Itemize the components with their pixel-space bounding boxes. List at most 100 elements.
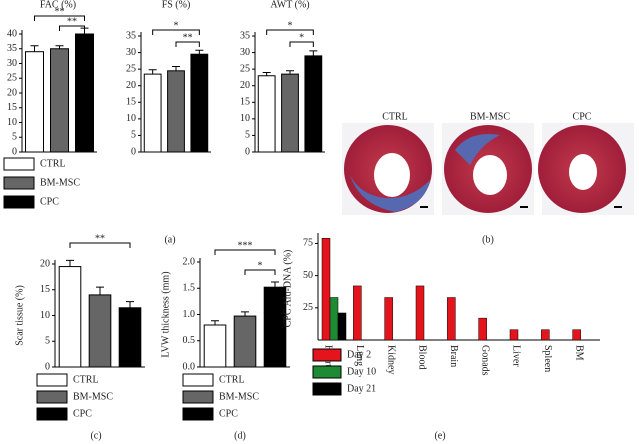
y-tick-label: 15 bbox=[126, 97, 136, 108]
bar bbox=[75, 33, 94, 153]
y-tick-label: 20 bbox=[240, 80, 250, 91]
y-tick-label: 5 bbox=[131, 130, 136, 141]
y-tick-label: 20 bbox=[126, 80, 136, 91]
histology-images bbox=[342, 123, 634, 215]
bar bbox=[118, 307, 142, 368]
legend-label: Day 2 bbox=[347, 349, 371, 360]
bar bbox=[257, 75, 276, 153]
y-tick-label: 5 bbox=[245, 130, 250, 141]
legend-swatch bbox=[3, 195, 35, 209]
significance-label: * bbox=[288, 20, 293, 31]
y-tick-label: 25 bbox=[303, 302, 313, 313]
y-tick-label: 0 bbox=[12, 146, 17, 157]
legend-swatch bbox=[312, 365, 342, 379]
legend-label: BM-MSC bbox=[219, 391, 259, 402]
legend-swatch bbox=[3, 176, 35, 190]
significance-label: * bbox=[174, 20, 179, 31]
y-tick-label: 40 bbox=[7, 28, 17, 39]
y-tick-label: 0.5 bbox=[183, 335, 196, 346]
legend-swatch bbox=[36, 407, 68, 421]
legend-swatch bbox=[312, 348, 342, 362]
y-tick-label: 30 bbox=[126, 47, 136, 58]
y-tick-label: 15 bbox=[7, 102, 17, 113]
bar bbox=[478, 317, 487, 341]
bar bbox=[304, 55, 323, 153]
y-tick-label: 1.0 bbox=[183, 309, 196, 320]
y-tick-label: 35 bbox=[240, 30, 250, 41]
error-bar bbox=[271, 281, 279, 288]
y-tick-label: 25 bbox=[7, 73, 17, 84]
legend-label: BM-MSC bbox=[40, 177, 80, 188]
significance-bracket bbox=[59, 25, 85, 31]
bar bbox=[541, 329, 550, 341]
panel-label: (d) bbox=[234, 430, 246, 441]
y-tick-label: 10 bbox=[126, 113, 136, 124]
legend-label: Day 10 bbox=[347, 366, 376, 377]
panel-label: (b) bbox=[482, 234, 494, 245]
image-label: CTRL bbox=[382, 111, 408, 122]
x-tick-label: Brain bbox=[448, 345, 459, 367]
y-axis-label: LVW thickness (mm) bbox=[160, 271, 171, 357]
x-tick-label: Gonads bbox=[479, 345, 490, 376]
bar bbox=[167, 70, 185, 153]
legend-swatch bbox=[182, 407, 214, 421]
significance-bracket bbox=[244, 269, 276, 275]
y-tick-label: 20 bbox=[40, 258, 50, 269]
legend-label: CTRL bbox=[40, 158, 66, 169]
y-tick-label: 0 bbox=[245, 146, 250, 157]
bar bbox=[572, 329, 581, 341]
scar bbox=[455, 134, 500, 165]
error-bar bbox=[286, 70, 294, 75]
error-bar bbox=[172, 65, 180, 71]
bar bbox=[447, 297, 456, 341]
bar bbox=[337, 312, 347, 341]
y-tick-label: 10 bbox=[240, 113, 250, 124]
error-bar bbox=[30, 45, 39, 52]
legend-swatch bbox=[3, 157, 35, 171]
bar bbox=[353, 285, 362, 341]
significance-label: *** bbox=[238, 240, 253, 251]
bar bbox=[203, 324, 227, 368]
y-tick-label: 25 bbox=[126, 63, 136, 74]
significance-bracket bbox=[34, 15, 85, 21]
legend-swatch bbox=[182, 373, 214, 387]
legend-label: CPC bbox=[73, 408, 92, 419]
legend-label: CPC bbox=[40, 196, 59, 207]
y-tick-label: 75 bbox=[303, 238, 313, 249]
significance-bracket bbox=[266, 29, 314, 35]
y-tick-label: 10 bbox=[7, 117, 17, 128]
bar bbox=[25, 51, 44, 153]
error-bar bbox=[309, 50, 318, 56]
x-tick-label: Spleen bbox=[542, 345, 553, 372]
y-tick-label: 30 bbox=[7, 58, 17, 69]
significance-bracket bbox=[214, 249, 276, 255]
panel-label: (c) bbox=[90, 430, 101, 441]
y-tick-label: 15 bbox=[240, 97, 250, 108]
significance-label: * bbox=[299, 32, 304, 43]
legend-swatch bbox=[312, 382, 342, 396]
error-bar bbox=[96, 286, 104, 295]
x-tick-label: Blood bbox=[417, 345, 428, 369]
y-tick-label: 35 bbox=[7, 43, 17, 54]
bar bbox=[329, 297, 339, 341]
bar bbox=[281, 73, 299, 153]
error-bar bbox=[211, 320, 219, 325]
bar bbox=[190, 53, 209, 153]
error-bar bbox=[262, 71, 271, 76]
legend-swatch bbox=[36, 373, 68, 387]
y-tick-label: 2.0 bbox=[183, 256, 196, 267]
legend-swatch bbox=[182, 390, 214, 404]
image-label: CPC bbox=[573, 111, 592, 122]
y-tick-label: 1.5 bbox=[183, 283, 196, 294]
bar bbox=[415, 285, 425, 341]
legend-label: CTRL bbox=[73, 374, 99, 385]
y-tick-label: 35 bbox=[126, 30, 136, 41]
error-bar bbox=[195, 49, 204, 55]
significance-label: ** bbox=[95, 233, 105, 244]
y-tick-label: 15 bbox=[40, 284, 50, 295]
chart-title: FS (%) bbox=[162, 0, 191, 10]
bar bbox=[58, 266, 82, 368]
bar bbox=[509, 329, 519, 341]
y-tick-label: 0 bbox=[131, 146, 136, 157]
y-tick-label: 10 bbox=[40, 310, 50, 321]
